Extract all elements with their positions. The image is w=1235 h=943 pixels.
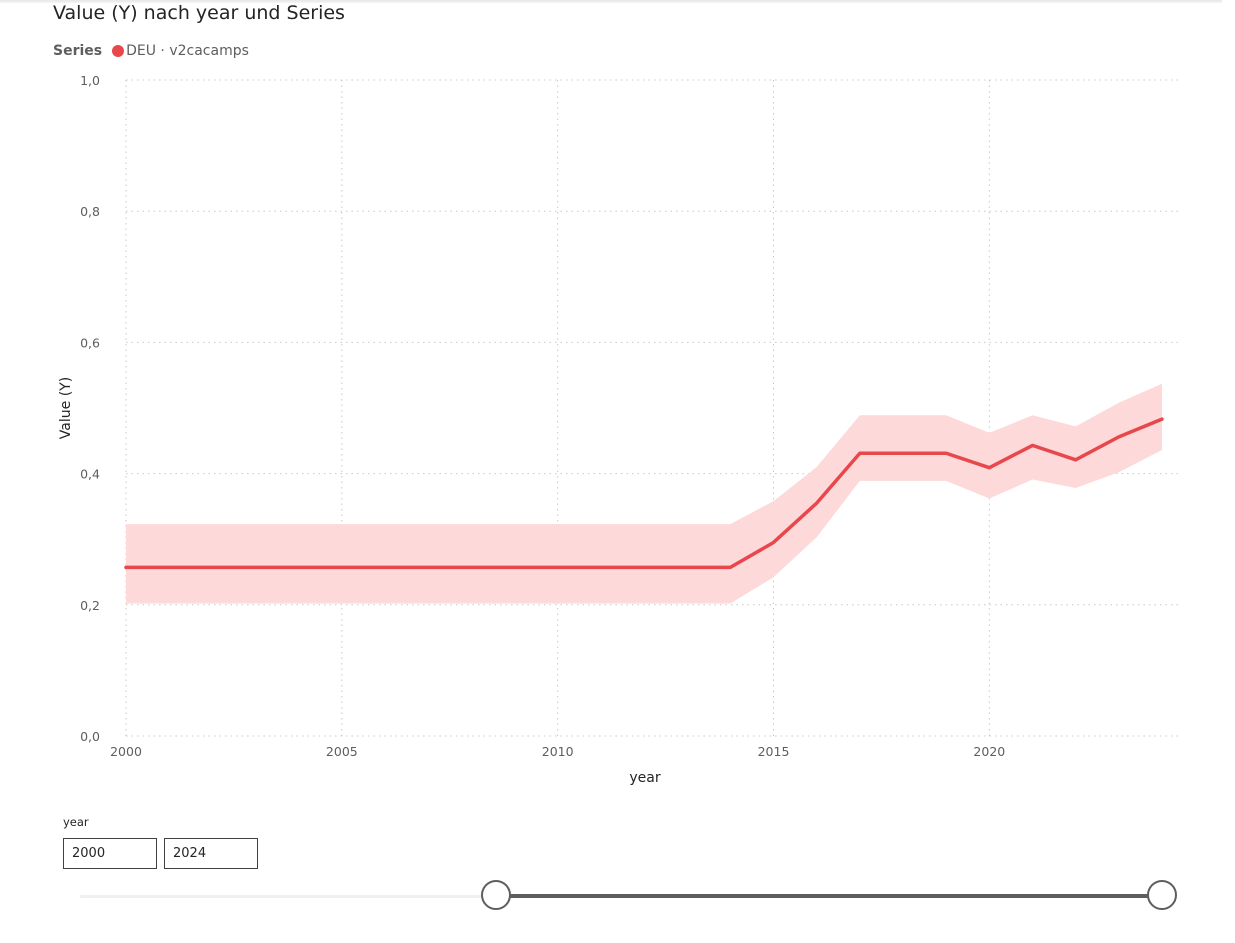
- confidence-band: [126, 383, 1162, 604]
- slicer-start-input[interactable]: [63, 838, 157, 869]
- y-tick-label: 0,4: [80, 467, 100, 482]
- y-axis-title: Value (Y): [58, 377, 74, 439]
- y-tick-label: 0,2: [80, 598, 100, 613]
- slider-selected-range: [496, 894, 1162, 898]
- y-axis-ticks: 0,0 0,2 0,4 0,6 0,8 1,0: [80, 73, 100, 744]
- chart-title: Value (Y) nach year und Series: [53, 2, 345, 24]
- y-tick-label: 1,0: [80, 73, 100, 88]
- x-tick-label: 2015: [758, 744, 790, 759]
- legend-marker-icon: [112, 45, 125, 57]
- slider-start-handle[interactable]: [481, 880, 512, 910]
- x-tick-label: 2010: [542, 744, 574, 759]
- slicer-end-input[interactable]: [164, 838, 258, 869]
- gridlines: [125, 79, 1180, 737]
- x-tick-label: 2000: [110, 744, 142, 759]
- slider-end-handle[interactable]: [1147, 880, 1177, 910]
- legend-entry-label[interactable]: DEU · v2cacamps: [126, 43, 249, 59]
- x-tick-label: 2005: [326, 744, 358, 759]
- x-axis-title: year: [629, 770, 660, 786]
- y-tick-label: 0,6: [80, 335, 100, 350]
- legend: Series DEU · v2cacamps: [53, 40, 249, 62]
- series-layer: [124, 383, 1164, 604]
- visual-header-bar: [0, 0, 1222, 3]
- x-tick-label: 2020: [973, 744, 1005, 759]
- x-axis-ticks: 2000 2005 2010 2015 2020: [110, 744, 1005, 759]
- legend-title: Series: [53, 43, 103, 59]
- y-tick-label: 0,8: [80, 204, 100, 219]
- slicer-title: year: [63, 815, 89, 829]
- line-chart: 0,00,20,40,60,81,0 2000 2005 2010 2015 2020 …: [58, 73, 1180, 786]
- series-line: [124, 417, 1164, 570]
- y-tick-label: 0,0: [80, 729, 100, 744]
